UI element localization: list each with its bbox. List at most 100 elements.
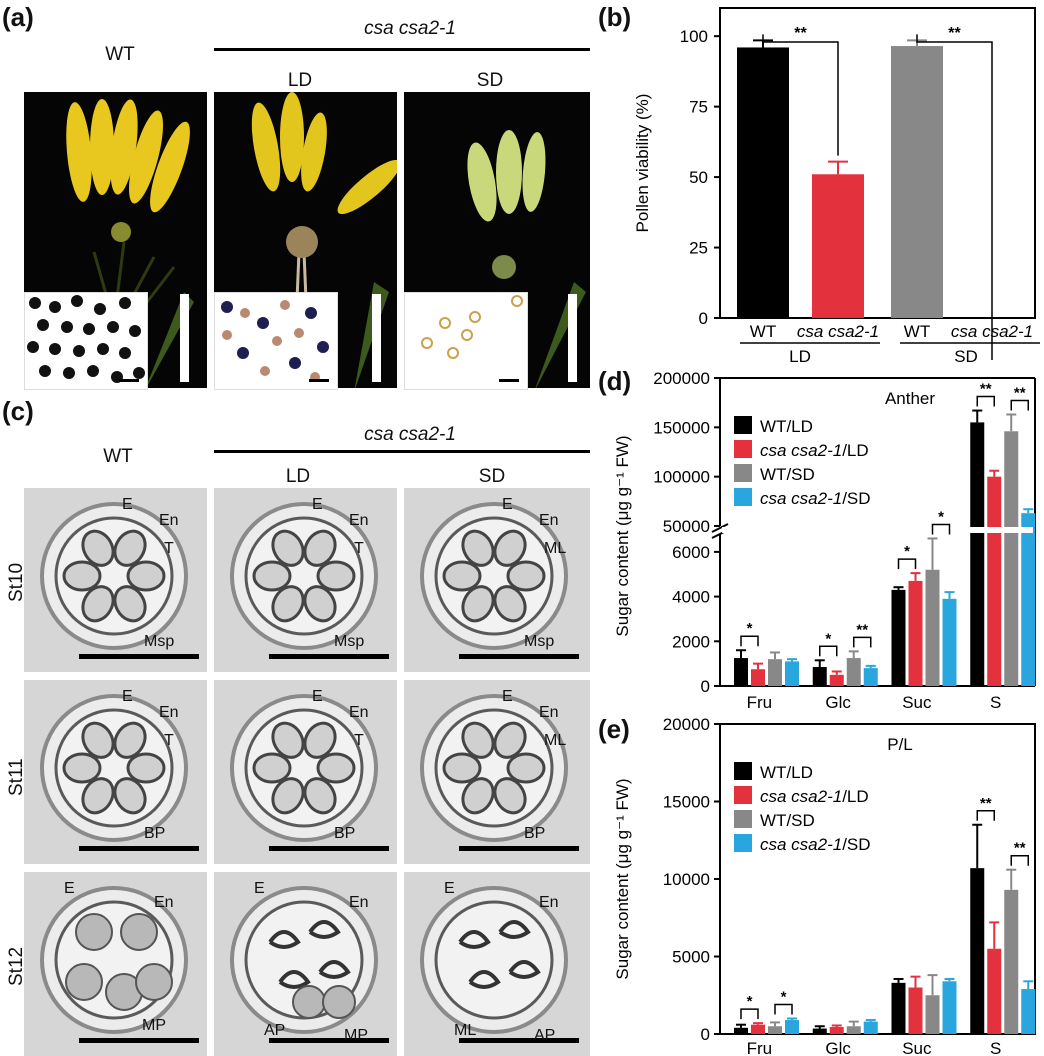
y-axis-label: Sugar content (μg g⁻¹ FW) [613, 778, 632, 979]
microspore [442, 560, 482, 592]
aborted-pollen [498, 920, 531, 939]
x-category-label: WT [904, 322, 930, 341]
y-tick-label: 20000 [663, 715, 710, 734]
significance-bracket [740, 1008, 759, 1020]
legend-entry: csa csa2-1/SD [760, 835, 871, 854]
microspore [252, 560, 292, 592]
section-annotation: En [349, 894, 369, 911]
section-annotation: T [354, 732, 364, 749]
legend-swatch [734, 810, 752, 828]
bar [734, 658, 748, 686]
bar [812, 174, 864, 318]
x-category-label: csa csa2-1 [797, 322, 879, 341]
section-drawing [230, 886, 378, 1034]
bar [863, 668, 878, 686]
significance-bracket [931, 523, 951, 535]
bar [1004, 431, 1019, 686]
microspore [461, 721, 495, 759]
panel-a-sd-header: SD [476, 70, 504, 91]
bar [942, 981, 957, 1034]
microspore [493, 529, 527, 567]
bar [891, 589, 906, 686]
significance-label: * [747, 620, 753, 637]
aborted-pollen [268, 930, 301, 949]
bar [846, 1026, 861, 1034]
microspore [493, 721, 527, 759]
bar [737, 47, 789, 319]
section-drawing [420, 886, 568, 1034]
section-annotation: En [539, 894, 559, 911]
axis-break-mark [711, 523, 729, 533]
microspore [506, 560, 546, 592]
section-annotation: Msp [334, 633, 365, 650]
microspore [113, 777, 147, 815]
microspore [442, 752, 482, 784]
chart-title: Anther [885, 389, 935, 408]
significance-bracket [976, 810, 995, 821]
microspore [271, 529, 305, 567]
section-drawing [420, 502, 568, 650]
anther-section-st12-wt [24, 872, 207, 1056]
bar [891, 982, 906, 1034]
section-scale-bar [269, 654, 389, 659]
section-annotation: En [539, 512, 559, 529]
x-category-label: S [990, 1039, 1001, 1056]
microspore [271, 777, 305, 815]
section-drawing [420, 694, 568, 842]
y-tick-label: 5000 [672, 948, 710, 967]
section-annotation: E [312, 496, 323, 513]
panel-c-wt-header: WT [103, 446, 133, 467]
aborted-pollen [318, 960, 351, 979]
section-annotation: T [354, 540, 364, 557]
legend-entry: WT/LD [760, 763, 813, 782]
section-drawing [40, 502, 188, 650]
bar [970, 868, 985, 1034]
section-annotation: En [159, 704, 179, 721]
anther-section-st11-ld [214, 680, 397, 864]
microspore [62, 752, 102, 784]
anther-section-st10-ld [214, 488, 397, 672]
section-annotation: AP [264, 1022, 286, 1039]
bar [829, 674, 844, 686]
scale-bar-wt [180, 294, 189, 382]
pollen-inset-wt [24, 292, 148, 390]
section-scale-bar [459, 846, 579, 851]
legend-entry: csa csa2-1/LD [760, 441, 869, 460]
significance-bracket [740, 635, 759, 647]
section-annotation: En [154, 894, 174, 911]
x-category-label: WT [750, 322, 776, 341]
section-annotation: MP [142, 1017, 166, 1034]
section-annotation: ML [544, 732, 567, 749]
section-annotation: En [349, 512, 369, 529]
mature-pollen [135, 963, 173, 1001]
section-drawing [230, 694, 378, 842]
panel-b-label: (b) [598, 2, 632, 32]
bar [768, 659, 782, 686]
anther-section-st10-wt [24, 488, 207, 672]
microspore [126, 560, 166, 592]
section-annotation: E [122, 496, 133, 513]
section-annotation: BP [144, 825, 166, 842]
bar [768, 1026, 782, 1034]
bar [987, 948, 1002, 1034]
anther-section-st12-sd [404, 872, 590, 1056]
microspore [316, 560, 356, 592]
panel-c-ld-header: LD [285, 466, 311, 487]
section-annotation: T [164, 732, 174, 749]
pl-sugar-chart: 0 5000 10000 15000 20000 Sugar content (μg g⁻… [613, 715, 1036, 1056]
bar [987, 476, 1002, 686]
significance-label: * [747, 993, 753, 1010]
bar [829, 1027, 844, 1034]
section-scale-bar [459, 654, 579, 659]
bar [734, 1027, 748, 1034]
significance-label: ** [1014, 840, 1026, 857]
section-annotation: ML [454, 1022, 477, 1039]
microspore [113, 721, 147, 759]
legend-swatch [734, 762, 752, 780]
significance-bracket [916, 34, 993, 360]
bar [1021, 989, 1036, 1034]
bar [785, 1020, 799, 1034]
anther-section-st10-sd [404, 488, 590, 672]
section-annotation: E [444, 880, 455, 897]
panel-a-wt-header: WT [105, 44, 135, 65]
